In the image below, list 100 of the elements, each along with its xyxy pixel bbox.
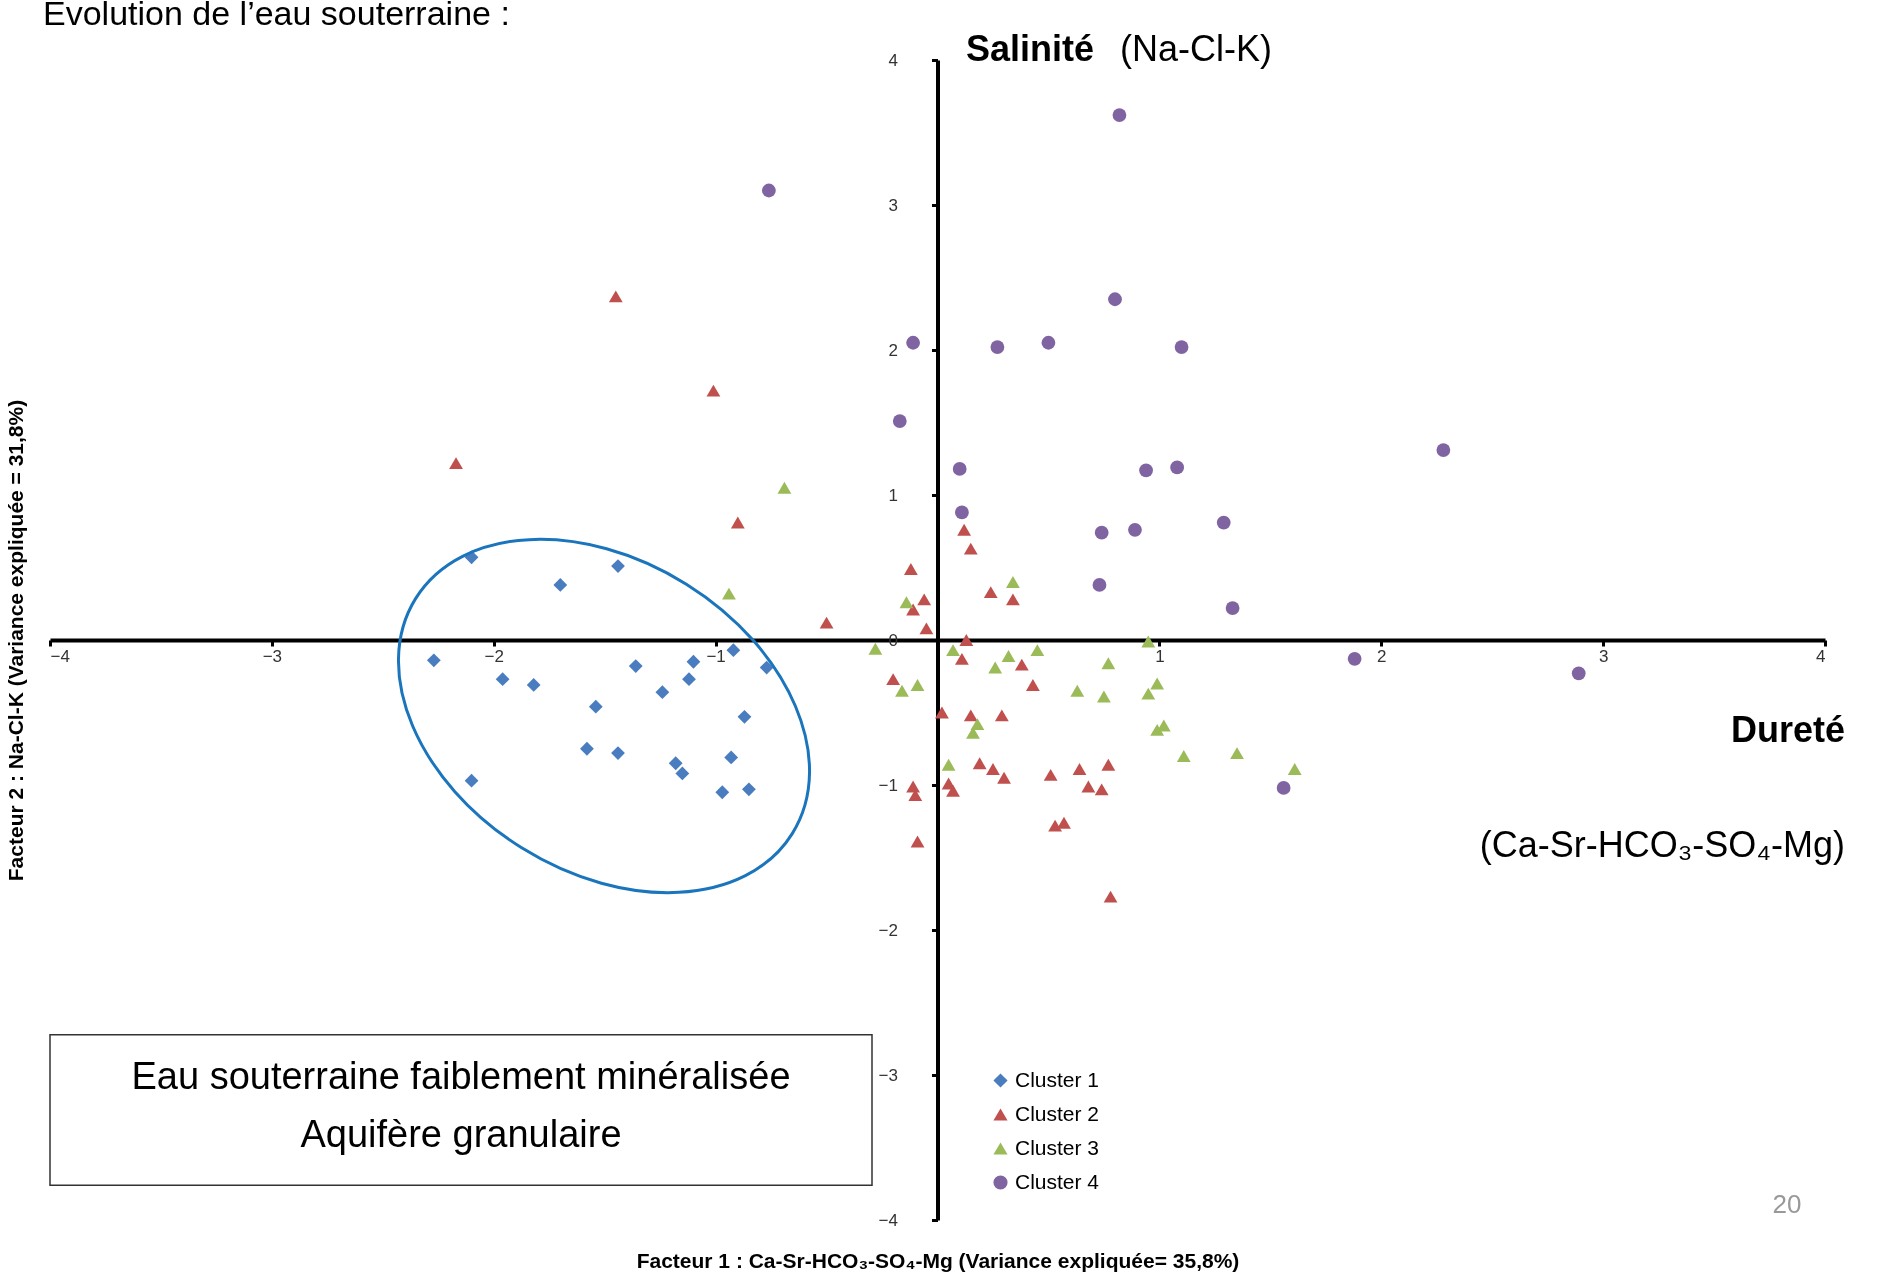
point bbox=[963, 542, 978, 555]
y-tick-label: 0 bbox=[888, 630, 898, 650]
point bbox=[777, 481, 792, 494]
point bbox=[868, 642, 883, 655]
point bbox=[1072, 763, 1087, 776]
point bbox=[1170, 460, 1185, 475]
point bbox=[1103, 890, 1118, 903]
point bbox=[759, 660, 774, 675]
point bbox=[1216, 515, 1231, 530]
x-tick-label: 3 bbox=[1598, 646, 1609, 666]
point bbox=[910, 835, 925, 848]
point bbox=[1230, 747, 1244, 760]
x-tick-label: −2 bbox=[484, 646, 504, 666]
y-tick-label: −2 bbox=[878, 920, 898, 940]
point bbox=[1026, 678, 1040, 691]
point bbox=[1043, 768, 1058, 781]
point bbox=[682, 672, 696, 687]
point bbox=[1347, 651, 1362, 666]
point bbox=[1571, 666, 1586, 681]
x-tick-label: −3 bbox=[262, 646, 283, 666]
point bbox=[1041, 335, 1056, 350]
point bbox=[726, 643, 741, 658]
point bbox=[588, 699, 603, 714]
annotation: Aquifère granulaire bbox=[300, 1113, 622, 1155]
y-axis-title: Facteur 2 : Na-Cl-K (Variance expliquée = 31,8%) bbox=[3, 399, 27, 882]
point bbox=[957, 523, 972, 536]
point bbox=[1287, 763, 1302, 776]
x-tick-label: −4 bbox=[50, 646, 70, 666]
point bbox=[1006, 576, 1020, 588]
y-tick-label: 3 bbox=[888, 195, 898, 215]
point bbox=[917, 593, 932, 606]
point bbox=[1070, 684, 1085, 697]
point bbox=[903, 562, 918, 575]
point bbox=[1001, 649, 1016, 662]
point bbox=[628, 659, 643, 673]
point bbox=[952, 462, 967, 476]
point bbox=[963, 709, 978, 722]
point bbox=[1141, 635, 1156, 648]
point bbox=[706, 384, 721, 397]
point bbox=[1141, 687, 1156, 700]
point bbox=[899, 596, 914, 609]
annotation: Dureté bbox=[1730, 709, 1845, 750]
point bbox=[668, 756, 683, 771]
y-tick-label: 2 bbox=[888, 340, 898, 360]
point bbox=[580, 741, 594, 756]
point bbox=[946, 784, 960, 797]
x-tick-label: 2 bbox=[1377, 646, 1387, 666]
point bbox=[1150, 677, 1165, 690]
point bbox=[1094, 783, 1109, 796]
point bbox=[449, 457, 463, 470]
point bbox=[895, 684, 909, 697]
point bbox=[1006, 593, 1020, 606]
point bbox=[1094, 525, 1109, 540]
point bbox=[986, 763, 1000, 776]
point bbox=[730, 516, 745, 529]
point bbox=[495, 672, 510, 687]
point bbox=[892, 414, 907, 428]
point bbox=[1176, 750, 1191, 762]
point bbox=[655, 685, 670, 700]
chart-title: Evolution de l’eau souterraine : bbox=[43, 0, 510, 32]
point bbox=[722, 587, 736, 600]
point bbox=[955, 505, 969, 520]
x-tick-label: −1 bbox=[706, 646, 726, 666]
point bbox=[970, 718, 985, 731]
legend-label: Cluster 2 bbox=[1015, 1101, 1100, 1125]
legend-label: Cluster 1 bbox=[1015, 1067, 1100, 1091]
y-tick-label: 4 bbox=[888, 50, 898, 70]
point bbox=[983, 586, 998, 599]
y-tick-label: −3 bbox=[878, 1065, 898, 1085]
annotation: (Ca-Sr-HCO₃-SO₄-Mg) bbox=[1479, 824, 1845, 865]
point bbox=[1030, 644, 1045, 657]
point bbox=[675, 766, 690, 781]
legend-label: Cluster 3 bbox=[1015, 1135, 1100, 1159]
point bbox=[742, 782, 756, 797]
y-tick-label: 1 bbox=[888, 485, 898, 505]
point bbox=[906, 603, 920, 616]
point bbox=[906, 335, 920, 350]
point bbox=[994, 709, 1009, 722]
point bbox=[1081, 780, 1096, 793]
point bbox=[1101, 657, 1116, 670]
point bbox=[1174, 340, 1189, 354]
x-tick-label: 1 bbox=[1155, 646, 1165, 666]
point bbox=[737, 709, 752, 724]
annotation: Salinité bbox=[966, 28, 1095, 69]
point bbox=[990, 340, 1005, 354]
point bbox=[1436, 443, 1451, 457]
point bbox=[946, 644, 960, 657]
x-axis-title: Facteur 1 : Ca-Sr-HCO₃-SO₄-Mg (Variance expliquée= 35,8%) bbox=[636, 1248, 1240, 1272]
point bbox=[955, 652, 969, 665]
point bbox=[988, 661, 1003, 674]
point bbox=[910, 678, 925, 691]
point bbox=[972, 757, 987, 770]
point bbox=[919, 622, 934, 635]
annotation: Eau souterraine faiblement minéralisée bbox=[131, 1055, 791, 1097]
annotation: 20 bbox=[1772, 1189, 1802, 1219]
point bbox=[1112, 108, 1127, 122]
x-tick-label: 4 bbox=[1816, 646, 1826, 666]
point bbox=[886, 673, 901, 686]
legend-label: Cluster 4 bbox=[1015, 1169, 1100, 1193]
point bbox=[1225, 601, 1240, 615]
